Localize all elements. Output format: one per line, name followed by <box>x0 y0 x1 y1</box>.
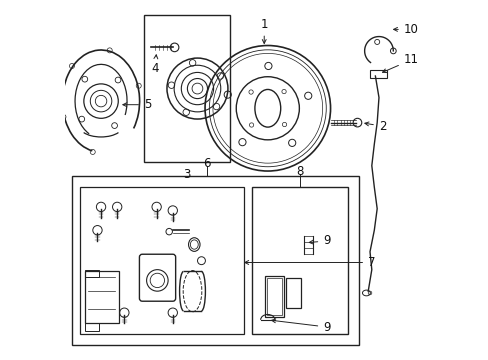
Text: 4: 4 <box>151 55 158 75</box>
Text: 9: 9 <box>271 319 330 333</box>
Text: 8: 8 <box>296 165 303 177</box>
Bar <box>85 270 99 277</box>
Text: 2: 2 <box>364 120 386 133</box>
Bar <box>251 187 348 334</box>
Text: 9: 9 <box>309 234 330 247</box>
Text: 6: 6 <box>203 157 210 170</box>
Text: 5: 5 <box>122 98 151 111</box>
Text: 1: 1 <box>260 18 267 44</box>
Bar <box>80 187 244 334</box>
Text: 3: 3 <box>183 168 190 181</box>
Text: 10: 10 <box>393 23 418 36</box>
Text: 7: 7 <box>244 256 375 269</box>
Bar <box>72 176 359 345</box>
Bar <box>85 271 119 323</box>
Text: 11: 11 <box>382 53 418 73</box>
Bar <box>85 323 99 330</box>
Bar <box>144 15 230 162</box>
